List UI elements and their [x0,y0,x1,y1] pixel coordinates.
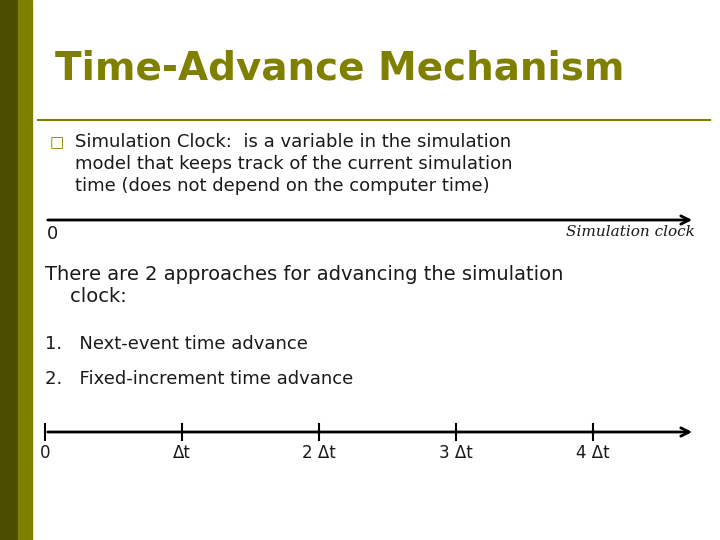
Text: Simulation clock: Simulation clock [566,225,695,239]
Text: 2 Δt: 2 Δt [302,444,336,462]
Text: There are 2 approaches for advancing the simulation: There are 2 approaches for advancing the… [45,265,563,284]
Text: 0: 0 [40,444,50,462]
Bar [0,0,18,540]
Bar [18,0,32,540]
Text: 4 Δt: 4 Δt [576,444,610,462]
Text: 2.   Fixed-increment time advance: 2. Fixed-increment time advance [45,370,354,388]
Text: clock:: clock: [45,287,127,306]
Text: 3 Δt: 3 Δt [439,444,473,462]
Text: time (does not depend on the computer time): time (does not depend on the computer ti… [75,177,490,195]
Text: □: □ [50,135,64,150]
Text: model that keeps track of the current simulation: model that keeps track of the current si… [75,155,513,173]
Text: Time-Advance Mechanism: Time-Advance Mechanism [55,50,624,88]
Text: 0: 0 [47,225,58,243]
Text: Δt: Δt [173,444,191,462]
Text: 1.   Next-event time advance: 1. Next-event time advance [45,335,308,353]
Text: Simulation Clock:  is a variable in the simulation: Simulation Clock: is a variable in the s… [75,133,511,151]
